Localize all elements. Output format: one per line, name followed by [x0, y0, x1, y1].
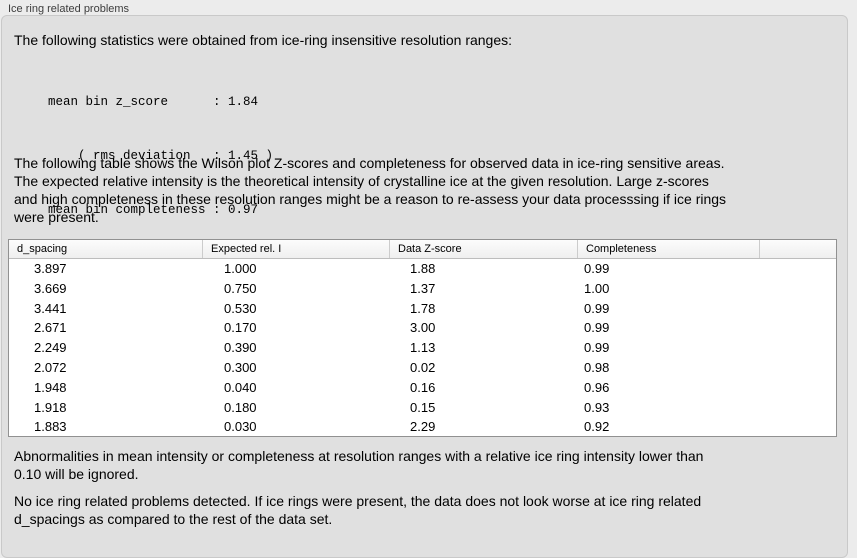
table-cell: 0.390 [224, 340, 257, 356]
table-cell: 1.918 [34, 399, 67, 415]
table-cell: 0.99 [584, 320, 610, 336]
table-cell: 1.883 [34, 419, 67, 435]
column-header-expected-rel-i[interactable]: Expected rel. I [202, 240, 389, 258]
table-cell: 0.300 [224, 359, 257, 375]
table-cell: 1.88 [410, 261, 436, 276]
table-cell: 0.02 [410, 359, 436, 375]
table-header-row: d_spacing Expected rel. I Data Z-score C… [9, 240, 836, 259]
column-header-completeness[interactable]: Completeness [577, 240, 759, 258]
table-row[interactable]: 2.671 0.170 3.00 0.99 [9, 318, 836, 338]
note-line: Abnormalities in mean intensity or compl… [14, 448, 704, 464]
table-cell: 1.00 [584, 280, 610, 296]
description-line: The expected relative intensity is the t… [14, 173, 709, 189]
note-line: 0.10 will be ignored. [14, 466, 139, 482]
table-cell: 0.180 [224, 399, 257, 415]
table-cell: 1.78 [410, 300, 436, 316]
table-cell: 0.92 [584, 419, 610, 435]
stat-line-z-rms-deviation: ( rms deviation : 1.45 ) [48, 149, 274, 163]
table-cell: 0.030 [224, 419, 257, 435]
column-header-filler [759, 240, 836, 258]
table-cell: 3.441 [34, 300, 67, 316]
table-cell: 0.15 [410, 399, 436, 415]
ignore-note-text: Abnormalities in mean intensity or compl… [14, 447, 703, 483]
table-description-text: The following table shows the Wilson plo… [14, 154, 726, 226]
table-cell: 0.040 [224, 379, 257, 395]
conclusion-line: No ice ring related problems detected. I… [14, 493, 702, 509]
table-cell: 2.671 [34, 320, 67, 336]
table-row[interactable]: 3.897 1.000 1.88 0.99 [9, 259, 836, 279]
table-row[interactable]: 3.441 0.530 1.78 0.99 [9, 299, 836, 319]
table-cell: 0.93 [584, 399, 610, 415]
table-cell: 1.13 [410, 340, 436, 356]
ice-ring-table[interactable]: d_spacing Expected rel. I Data Z-score C… [8, 239, 837, 437]
table-cell: 0.170 [224, 320, 257, 336]
table-row[interactable]: 1.918 0.180 0.15 0.93 [9, 398, 836, 418]
stats-intro-text: The following statistics were obtained f… [14, 32, 513, 48]
table-cell: 0.16 [410, 379, 436, 395]
table-cell: 3.897 [34, 261, 67, 276]
table-row[interactable]: 2.249 0.390 1.13 0.99 [9, 338, 836, 358]
table-row[interactable]: 2.072 0.300 0.02 0.98 [9, 358, 836, 378]
table-cell: 0.99 [584, 300, 610, 316]
table-cell: 2.072 [34, 359, 67, 375]
table-cell: 3.669 [34, 280, 67, 296]
table-cell: 0.96 [584, 379, 610, 395]
table-cell: 1.948 [34, 379, 67, 395]
description-line: were present. [14, 209, 99, 225]
section-title: Ice ring related problems [8, 3, 130, 15]
description-line: and high completeness in these resolutio… [14, 191, 727, 207]
table-cell: 3.00 [410, 320, 436, 336]
column-header-data-z-score[interactable]: Data Z-score [389, 240, 577, 258]
table-body: 3.897 1.000 1.88 0.99 3.669 0.750 1.37 1.00 3.44… [9, 259, 836, 436]
table-cell: 2.29 [410, 419, 436, 435]
stat-line-mean-completeness: mean bin completeness : 0.97 [48, 203, 259, 217]
table-row[interactable]: 1.948 0.040 0.16 0.96 [9, 378, 836, 398]
ice-ring-panel: Ice ring related problems The following … [1, 3, 848, 558]
table-cell: 1.37 [410, 280, 436, 296]
column-header-d-spacing[interactable]: d_spacing [17, 243, 68, 255]
table-cell: 0.98 [584, 359, 610, 375]
description-line: The following table shows the Wilson plo… [14, 155, 725, 171]
table-row[interactable]: 3.669 0.750 1.37 1.00 [9, 279, 836, 299]
table-cell: 0.750 [224, 280, 257, 296]
conclusion-text: No ice ring related problems detected. I… [14, 492, 701, 528]
table-cell: 0.530 [224, 300, 257, 316]
table-cell: 0.99 [584, 261, 610, 276]
table-cell: 0.99 [584, 340, 610, 356]
stat-line-mean-z-score: mean bin z_score : 1.84 [48, 95, 259, 109]
table-cell: 2.249 [34, 340, 67, 356]
conclusion-line: d_spacings as compared to the rest of th… [14, 511, 333, 527]
table-row[interactable]: 1.883 0.030 2.29 0.92 [9, 417, 836, 436]
table-cell: 1.000 [224, 261, 257, 276]
